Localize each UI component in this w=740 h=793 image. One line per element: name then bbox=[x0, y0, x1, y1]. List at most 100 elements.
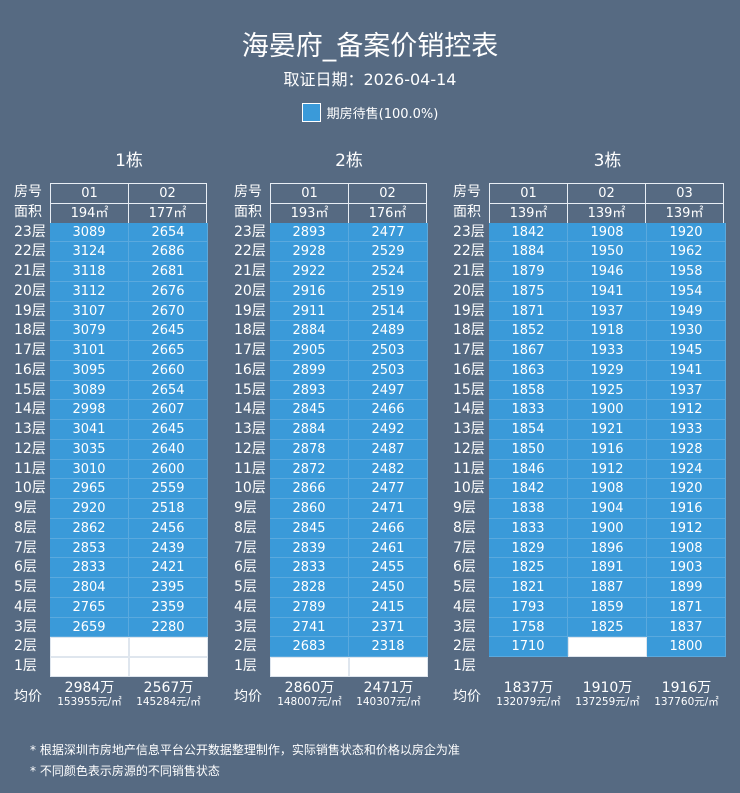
price-cell[interactable]: 1879 bbox=[489, 262, 568, 282]
price-cell[interactable]: 2456 bbox=[129, 518, 208, 539]
price-cell[interactable]: 2280 bbox=[129, 617, 208, 638]
price-cell[interactable]: 2893 bbox=[270, 222, 349, 243]
price-cell[interactable]: 1825 bbox=[489, 558, 568, 578]
price-cell[interactable]: 2529 bbox=[349, 242, 428, 262]
price-cell[interactable]: 2866 bbox=[270, 479, 349, 499]
price-cell[interactable]: 1912 bbox=[647, 518, 726, 539]
price-cell[interactable]: 1846 bbox=[489, 459, 568, 480]
price-cell[interactable]: 2645 bbox=[129, 321, 208, 341]
price-cell[interactable]: 1833 bbox=[489, 400, 568, 420]
price-cell[interactable]: 2899 bbox=[270, 360, 349, 381]
price-cell[interactable]: 2482 bbox=[349, 459, 428, 480]
price-cell[interactable]: 2519 bbox=[349, 281, 428, 302]
price-cell[interactable]: 3101 bbox=[50, 341, 129, 361]
price-cell[interactable]: 2681 bbox=[129, 262, 208, 282]
price-cell[interactable]: 2860 bbox=[270, 499, 349, 519]
price-cell[interactable]: 2489 bbox=[349, 321, 428, 341]
price-cell[interactable]: 2845 bbox=[270, 400, 349, 420]
price-cell[interactable]: 3095 bbox=[50, 360, 129, 381]
price-cell[interactable]: 1933 bbox=[647, 420, 726, 440]
price-cell[interactable]: 1945 bbox=[647, 341, 726, 361]
price-cell[interactable]: 1891 bbox=[568, 558, 647, 578]
price-cell[interactable]: 2833 bbox=[50, 558, 129, 578]
price-cell[interactable]: 2455 bbox=[349, 558, 428, 578]
price-cell[interactable]: 2421 bbox=[129, 558, 208, 578]
price-cell[interactable]: 1850 bbox=[489, 439, 568, 460]
price-cell[interactable]: 2654 bbox=[129, 380, 208, 401]
price-cell[interactable]: 1800 bbox=[647, 637, 726, 657]
price-cell[interactable]: 2471 bbox=[349, 499, 428, 519]
price-cell[interactable]: 1887 bbox=[568, 578, 647, 598]
price-cell[interactable]: 2518 bbox=[129, 499, 208, 519]
price-cell[interactable]: 1918 bbox=[568, 321, 647, 341]
price-cell[interactable]: 2911 bbox=[270, 301, 349, 322]
price-cell[interactable]: 2928 bbox=[270, 242, 349, 262]
price-cell[interactable]: 1937 bbox=[647, 380, 726, 401]
price-cell[interactable]: 1837 bbox=[647, 617, 726, 638]
price-cell[interactable]: 2371 bbox=[349, 617, 428, 638]
price-cell[interactable]: 2922 bbox=[270, 262, 349, 282]
price-cell[interactable]: 1958 bbox=[647, 262, 726, 282]
price-cell[interactable]: 2884 bbox=[270, 321, 349, 341]
price-cell[interactable]: 2497 bbox=[349, 380, 428, 401]
price-cell[interactable]: 3035 bbox=[50, 439, 129, 460]
price-cell[interactable]: 1863 bbox=[489, 360, 568, 381]
price-cell[interactable]: 2804 bbox=[50, 578, 129, 598]
price-cell[interactable]: 1929 bbox=[568, 360, 647, 381]
price-cell[interactable]: 2878 bbox=[270, 439, 349, 460]
price-cell[interactable]: 1921 bbox=[568, 420, 647, 440]
price-cell[interactable]: 1900 bbox=[568, 400, 647, 420]
price-cell[interactable]: 2503 bbox=[349, 341, 428, 361]
price-cell[interactable]: 2872 bbox=[270, 459, 349, 480]
price-cell[interactable]: 1903 bbox=[647, 558, 726, 578]
price-cell[interactable]: 1859 bbox=[568, 597, 647, 618]
price-cell[interactable]: 3089 bbox=[50, 222, 129, 243]
price-cell[interactable]: 1928 bbox=[647, 439, 726, 460]
price-cell[interactable]: 1904 bbox=[568, 499, 647, 519]
price-cell[interactable]: 1930 bbox=[647, 321, 726, 341]
price-cell[interactable]: 2600 bbox=[129, 459, 208, 480]
price-cell[interactable]: 2884 bbox=[270, 420, 349, 440]
price-cell[interactable]: 1916 bbox=[647, 499, 726, 519]
price-cell[interactable]: 1946 bbox=[568, 262, 647, 282]
price-cell[interactable]: 2670 bbox=[129, 301, 208, 322]
price-cell[interactable]: 1875 bbox=[489, 281, 568, 302]
price-cell[interactable]: 2524 bbox=[349, 262, 428, 282]
price-cell[interactable]: 3118 bbox=[50, 262, 129, 282]
price-cell[interactable]: 1871 bbox=[489, 301, 568, 322]
price-cell[interactable]: 1954 bbox=[647, 281, 726, 302]
price-cell[interactable]: 2640 bbox=[129, 439, 208, 460]
price-cell[interactable]: 1833 bbox=[489, 518, 568, 539]
price-cell[interactable]: 1908 bbox=[568, 222, 647, 243]
price-cell[interactable]: 2839 bbox=[270, 538, 349, 559]
price-cell[interactable]: 2466 bbox=[349, 400, 428, 420]
price-cell[interactable]: 1962 bbox=[647, 242, 726, 262]
price-cell[interactable]: 1924 bbox=[647, 459, 726, 480]
price-cell[interactable]: 1912 bbox=[647, 400, 726, 420]
price-cell[interactable]: 2450 bbox=[349, 578, 428, 598]
price-cell[interactable]: 1908 bbox=[568, 479, 647, 499]
price-cell[interactable]: 1867 bbox=[489, 341, 568, 361]
price-cell[interactable]: 1829 bbox=[489, 538, 568, 559]
price-cell[interactable]: 2645 bbox=[129, 420, 208, 440]
price-cell[interactable]: 2514 bbox=[349, 301, 428, 322]
price-cell[interactable]: 2659 bbox=[50, 617, 129, 638]
price-cell[interactable]: 2665 bbox=[129, 341, 208, 361]
price-cell[interactable]: 1871 bbox=[647, 597, 726, 618]
price-cell[interactable]: 1920 bbox=[647, 479, 726, 499]
price-cell[interactable]: 2765 bbox=[50, 597, 129, 618]
price-cell[interactable]: 2461 bbox=[349, 538, 428, 559]
price-cell[interactable]: 2789 bbox=[270, 597, 349, 618]
price-cell[interactable]: 3089 bbox=[50, 380, 129, 401]
price-cell[interactable]: 2920 bbox=[50, 499, 129, 519]
price-cell[interactable]: 3010 bbox=[50, 459, 129, 480]
price-cell[interactable]: 1950 bbox=[568, 242, 647, 262]
price-cell[interactable]: 1916 bbox=[568, 439, 647, 460]
price-cell[interactable]: 1900 bbox=[568, 518, 647, 539]
price-cell[interactable]: 1884 bbox=[489, 242, 568, 262]
price-cell[interactable]: 1858 bbox=[489, 380, 568, 401]
price-cell[interactable]: 2845 bbox=[270, 518, 349, 539]
price-cell[interactable]: 1925 bbox=[568, 380, 647, 401]
price-cell[interactable]: 1854 bbox=[489, 420, 568, 440]
price-cell[interactable]: 2683 bbox=[270, 637, 349, 657]
